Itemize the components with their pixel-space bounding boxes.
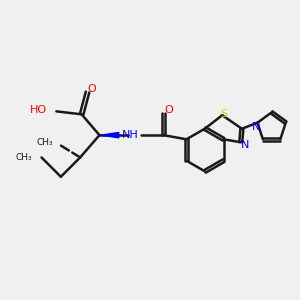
Text: O: O [164,105,173,115]
Text: NH: NH [122,130,139,140]
Text: O: O [88,84,96,94]
Text: CH₃: CH₃ [16,153,33,162]
Polygon shape [101,133,119,138]
Text: HO: HO [30,105,47,115]
Text: S: S [220,109,227,119]
Text: N: N [241,140,249,150]
Text: N: N [252,122,260,132]
Text: CH₃: CH₃ [37,138,53,147]
